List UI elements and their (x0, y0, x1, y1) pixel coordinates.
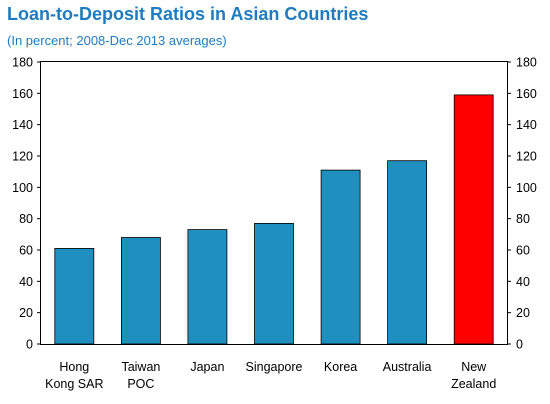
chart-title: Loan-to-Deposit Ratios in Asian Countrie… (7, 4, 369, 24)
y-tick-label-right: 140 (516, 118, 537, 132)
y-tick-label-left: 40 (19, 275, 33, 289)
y-tick-label-right: 80 (516, 212, 530, 226)
bar (387, 160, 428, 345)
y-tick-label-right: 20 (516, 306, 530, 320)
y-tick-label-left: 100 (12, 181, 33, 195)
x-category-label: Taiwan POC (121, 360, 160, 391)
y-tick-label-right: 100 (516, 181, 537, 195)
x-category-label: Hong Kong SAR (45, 360, 103, 391)
y-tick-label-left: 80 (19, 212, 33, 226)
y-tick-label-right: 40 (516, 275, 530, 289)
plot-area-frame (40, 61, 508, 345)
x-category-label: Singapore (246, 360, 303, 374)
bar (453, 94, 494, 345)
y-tick-label-right: 60 (516, 244, 530, 258)
bar (121, 237, 161, 345)
x-category-label: New Zealand (451, 360, 496, 391)
y-tick-label-right: 160 (516, 87, 537, 101)
y-tick-label-right: 120 (516, 150, 537, 164)
y-tick-label-left: 180 (12, 56, 33, 70)
chart-subtitle: (In percent; 2008-Dec 2013 averages) (7, 33, 227, 48)
y-tick-label-left: 140 (12, 118, 33, 132)
bar (254, 222, 294, 345)
x-category-label: Japan (190, 360, 224, 374)
bar (187, 229, 228, 345)
y-tick-label-left: 60 (19, 244, 33, 258)
y-tick-label-left: 120 (12, 150, 33, 164)
y-tick-label-left: 160 (12, 87, 33, 101)
x-category-label: Korea (324, 360, 357, 374)
x-category-label: Australia (383, 360, 432, 374)
bar (54, 247, 95, 345)
bar (320, 169, 361, 345)
y-tick-label-right: 0 (516, 338, 523, 352)
y-tick-label-left: 0 (26, 338, 33, 352)
y-tick-label-left: 20 (19, 306, 33, 320)
y-tick-label-right: 180 (516, 56, 537, 70)
